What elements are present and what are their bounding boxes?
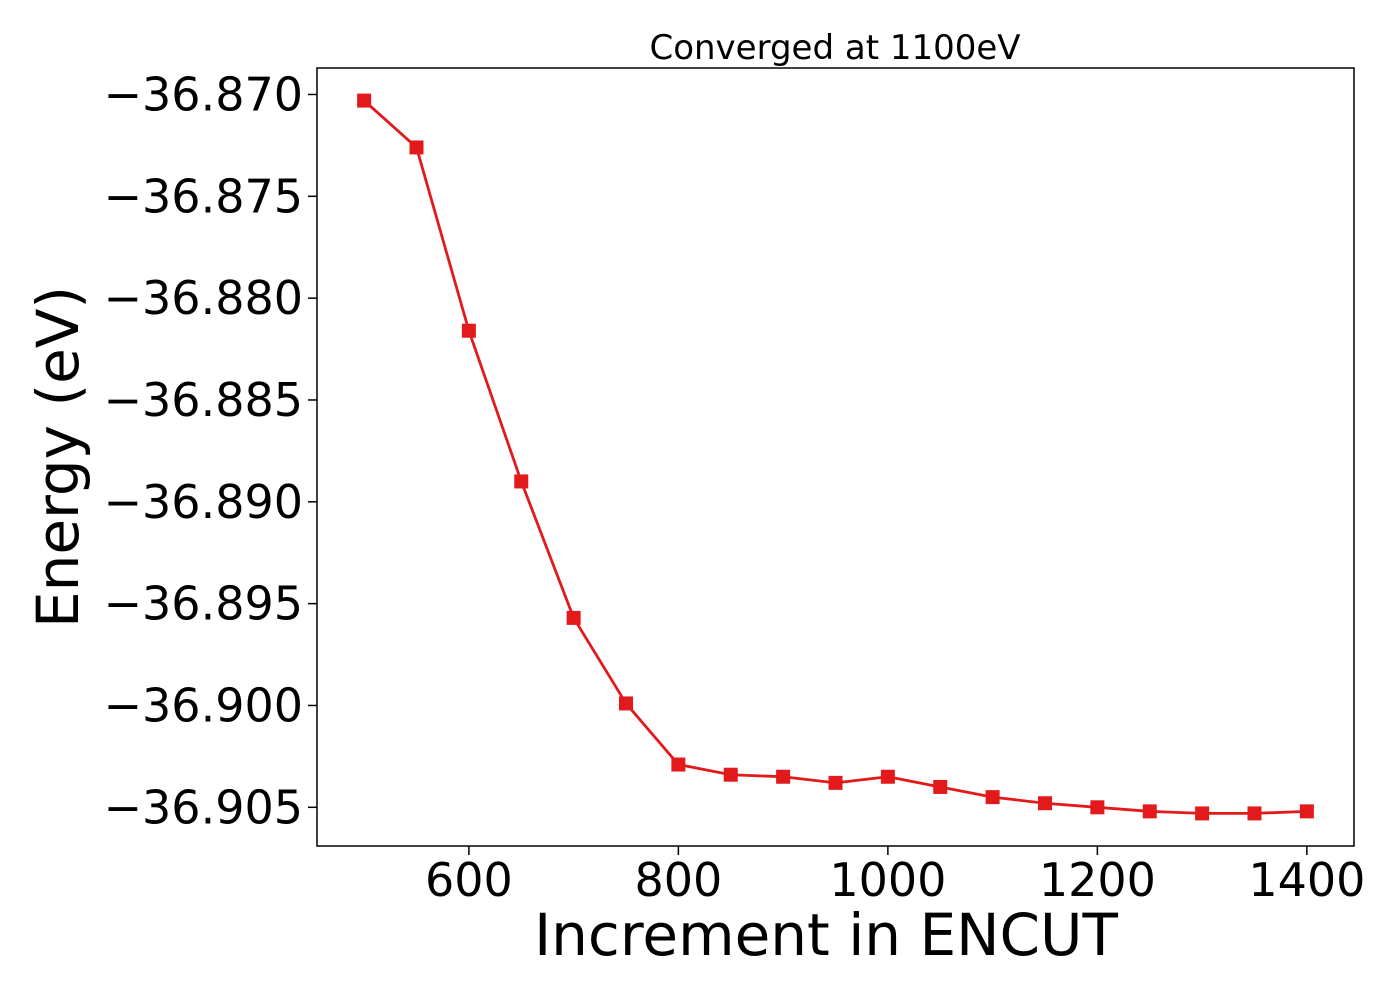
y-tick-label: −36.870 — [104, 67, 304, 121]
data-point-marker — [828, 775, 843, 790]
y-tick-label: −36.875 — [104, 169, 304, 223]
x-tick-label: 600 — [425, 853, 513, 907]
data-point-marker — [461, 323, 476, 338]
data-point-marker — [1299, 804, 1314, 819]
data-point-marker — [933, 779, 948, 794]
x-tick-label: 800 — [634, 853, 722, 907]
x-tick-label: 1000 — [829, 853, 946, 907]
y-tick-label: −36.885 — [104, 373, 304, 427]
y-axis-label: Energy (eV) — [24, 286, 92, 628]
data-point-marker — [776, 769, 791, 784]
x-axis-label: Increment in ENCUT — [534, 901, 1118, 969]
data-point-marker — [1247, 806, 1262, 821]
y-tick-label: −36.895 — [104, 577, 304, 631]
x-tick-label: 1400 — [1248, 853, 1365, 907]
data-point-marker — [619, 696, 634, 711]
ticks-layer: 600 800 1000 1200 1400 −36.870 −36.875 −36.880 −… — [104, 67, 1366, 907]
data-point-marker — [1090, 800, 1105, 815]
data-point-marker — [357, 93, 372, 108]
data-point-marker — [723, 767, 738, 782]
y-tick-label: −36.905 — [104, 780, 304, 834]
data-point-marker — [985, 790, 1000, 805]
data-point-marker — [880, 769, 895, 784]
plot-area-frame — [316, 67, 1355, 847]
data-point-marker — [1142, 804, 1157, 819]
chart-title: Converged at 1100eV — [649, 28, 1020, 68]
data-point-marker — [409, 140, 424, 155]
data-point-marker — [1037, 796, 1052, 811]
data-point-marker — [1195, 806, 1210, 821]
data-point-marker — [566, 610, 581, 625]
series-line — [363, 99, 1307, 815]
y-tick-label: −36.900 — [104, 678, 304, 732]
x-tick-label: 1200 — [1039, 853, 1156, 907]
series-layer — [357, 93, 1314, 821]
y-tick-label: −36.890 — [104, 475, 304, 529]
y-tick-label: −36.880 — [104, 271, 304, 325]
data-point-marker — [514, 474, 529, 489]
data-point-marker — [671, 757, 686, 772]
